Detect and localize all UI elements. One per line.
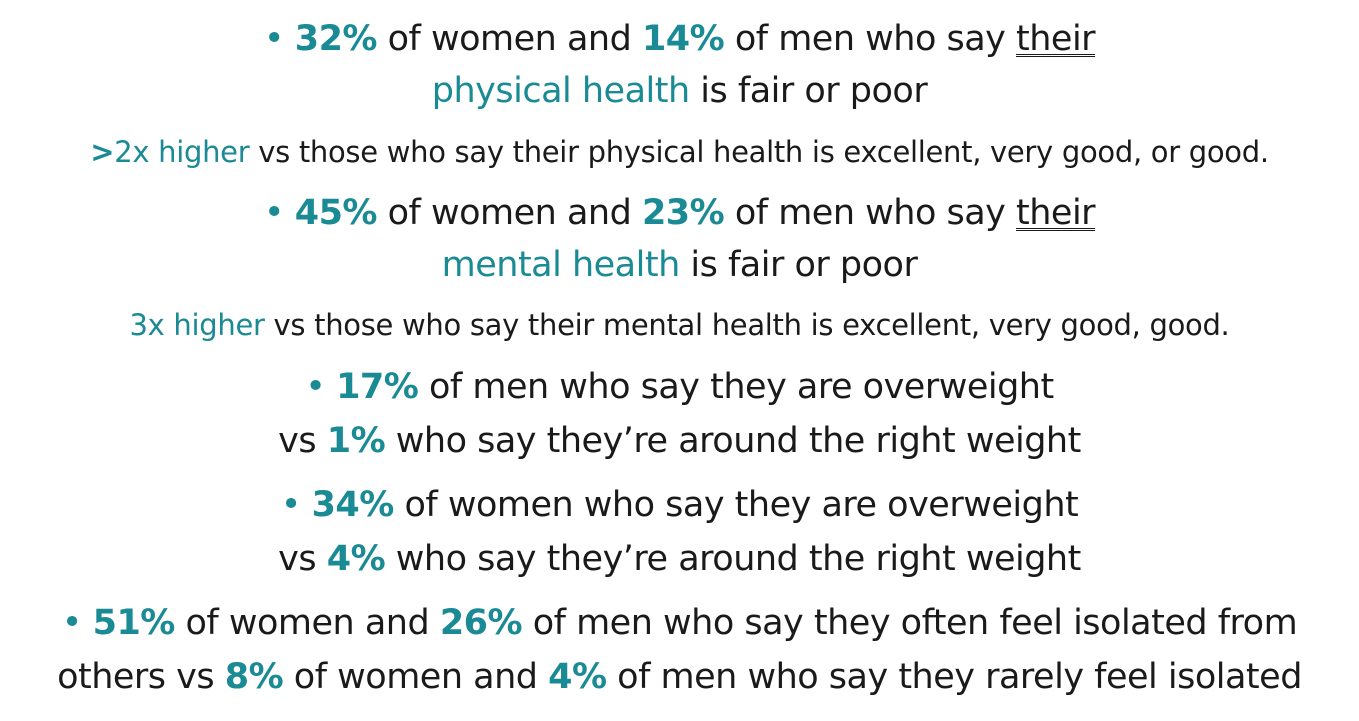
- stat-5-line-1: • 51% of women and 26% of men who say th…: [0, 606, 1359, 641]
- stat-text: is fair or poor: [679, 245, 918, 285]
- stat-text: of women and: [377, 19, 642, 59]
- stat-text: is fair or poor: [689, 71, 928, 111]
- bullet: •: [263, 193, 285, 233]
- comparison-lead: 2x higher: [114, 135, 250, 169]
- stat-2-line-2: mental health is fair or poor: [0, 248, 1359, 283]
- stat-text: of women and: [174, 603, 440, 643]
- stat-1-line-1: • 32% of women and 14% of men who say th…: [0, 22, 1359, 57]
- stat-text: of men who say: [724, 19, 1017, 59]
- stat-value: 14%: [641, 19, 725, 59]
- stat-value: 51%: [92, 603, 176, 643]
- stat-text: of men who say they often feel isolated …: [522, 603, 1298, 643]
- bullet: •: [263, 19, 285, 59]
- stat-value: 4%: [326, 539, 386, 579]
- stat-value: 4%: [548, 657, 607, 697]
- stat-3-line-2: vs 1% who say they’re around the right w…: [0, 424, 1359, 459]
- comparison-lead: 3x higher: [129, 308, 265, 342]
- stat-text: vs: [278, 539, 327, 579]
- stat-1-comparison: >2x higher vs those who say their physic…: [0, 138, 1359, 167]
- stat-3-line-1: • 17% of men who say they are overweight: [0, 370, 1359, 405]
- stat-value: 17%: [336, 367, 419, 407]
- stat-value: 23%: [641, 193, 725, 233]
- stat-value: 32%: [294, 19, 378, 59]
- stat-text: of men who say: [724, 193, 1017, 233]
- stat-text: of women and: [283, 657, 549, 697]
- stat-text: vs: [278, 421, 327, 461]
- stat-4-line-2: vs 4% who say they’re around the right w…: [0, 542, 1359, 577]
- stat-value: 45%: [294, 193, 378, 233]
- bullet: •: [61, 603, 83, 643]
- stat-value: 26%: [439, 603, 523, 643]
- stat-text: others vs: [57, 657, 225, 697]
- underlined-text: their: [1016, 19, 1096, 59]
- underlined-text: their: [1016, 193, 1096, 233]
- bullet: •: [280, 485, 302, 525]
- stat-text: who say they’re around the right weight: [385, 421, 1082, 461]
- stat-2-line-1: • 45% of women and 23% of men who say th…: [0, 196, 1359, 231]
- comparison-text: vs those who say their mental health is …: [264, 308, 1230, 342]
- comparison-text: vs those who say their physical health i…: [249, 135, 1269, 169]
- stat-1-line-2: physical health is fair or poor: [0, 74, 1359, 109]
- stat-text: of women and: [377, 193, 642, 233]
- stat-value: 8%: [224, 657, 284, 697]
- topic-text: mental health: [441, 245, 681, 285]
- stat-text: who say they’re around the right weight: [385, 539, 1082, 579]
- stat-text: of men who say they rarely feel isolated: [606, 657, 1302, 697]
- stat-5-line-2: others vs 8% of women and 4% of men who …: [0, 660, 1359, 695]
- stat-4-line-1: • 34% of women who say they are overweig…: [0, 488, 1359, 523]
- bullet: •: [305, 367, 326, 407]
- stat-value: 34%: [311, 485, 395, 525]
- stat-text: of women who say they are overweight: [393, 485, 1079, 525]
- stat-text: of men who say they are overweight: [418, 367, 1054, 407]
- stat-2-comparison: 3x higher vs those who say their mental …: [0, 311, 1359, 340]
- stat-value: 1%: [326, 421, 386, 461]
- topic-text: physical health: [431, 71, 690, 111]
- comparison-prefix: >: [90, 135, 115, 169]
